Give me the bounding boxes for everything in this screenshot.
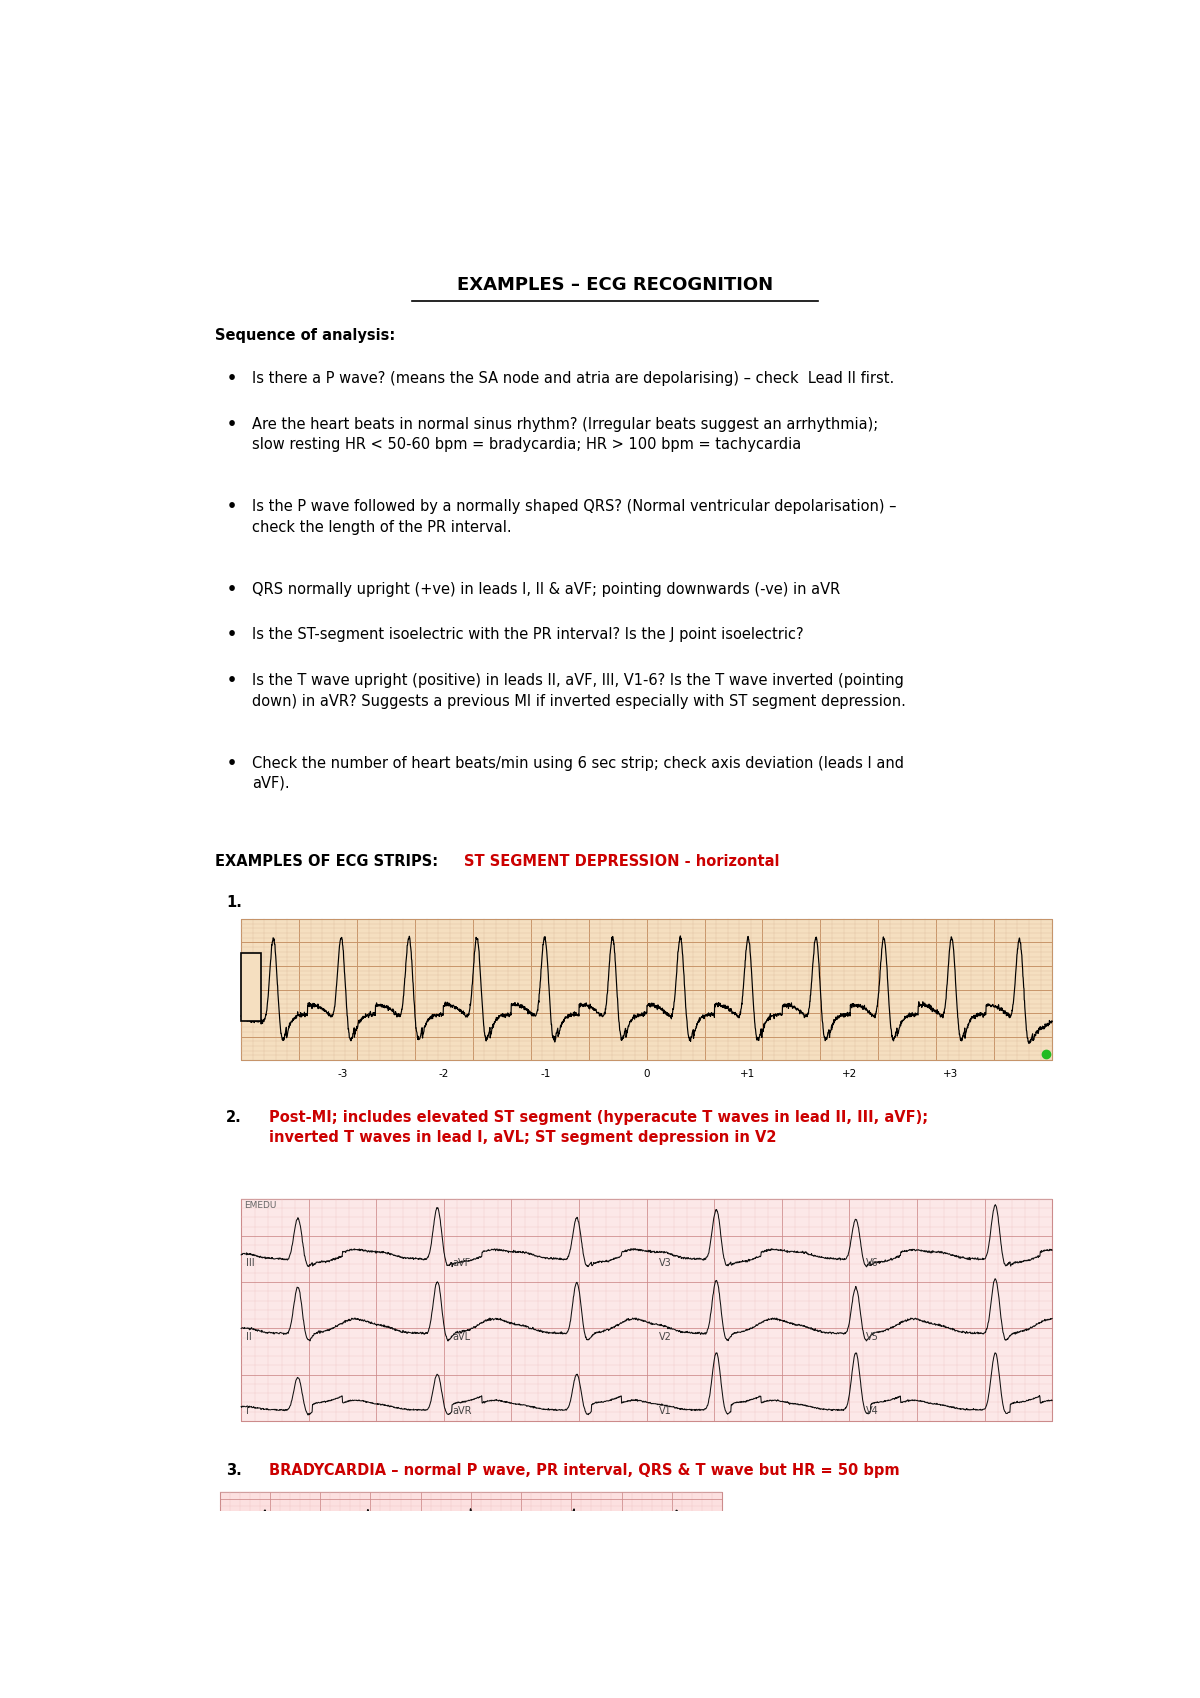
- Text: •: •: [227, 627, 236, 642]
- Text: V5: V5: [866, 1331, 880, 1341]
- Text: III: III: [246, 1258, 254, 1268]
- Text: •: •: [227, 372, 236, 385]
- Text: ST SEGMENT DEPRESSION - horizontal: ST SEGMENT DEPRESSION - horizontal: [464, 854, 780, 869]
- Text: Are the heart beats in normal sinus rhythm? (Irregular beats suggest an arrhythm: Are the heart beats in normal sinus rhyt…: [252, 418, 878, 452]
- Text: II: II: [246, 1331, 252, 1341]
- Text: V3: V3: [659, 1258, 672, 1268]
- Text: V1: V1: [659, 1406, 672, 1416]
- Text: 1.: 1.: [227, 895, 242, 910]
- Text: EXAMPLES OF ECG STRIPS:: EXAMPLES OF ECG STRIPS:: [215, 854, 443, 869]
- Text: 0: 0: [643, 1070, 650, 1080]
- Text: EXAMPLES – ECG RECOGNITION: EXAMPLES – ECG RECOGNITION: [457, 275, 773, 294]
- Text: -1: -1: [540, 1070, 551, 1080]
- Text: BRADYCARDIA – normal P wave, PR interval, QRS & T wave but HR = 50 bpm: BRADYCARDIA – normal P wave, PR interval…: [269, 1464, 900, 1477]
- Text: Is the ST-segment isoelectric with the PR interval? Is the J point isoelectric?: Is the ST-segment isoelectric with the P…: [252, 627, 804, 642]
- Bar: [220, 1491, 722, 1606]
- Text: Post-MI; includes elevated ST segment (hyperacute T waves in lead II, III, aVF);: Post-MI; includes elevated ST segment (h…: [269, 1110, 928, 1144]
- Text: -2: -2: [439, 1070, 449, 1080]
- Text: Is there a P wave? (means the SA node and atria are depolarising) – check  Lead : Is there a P wave? (means the SA node an…: [252, 372, 894, 385]
- Text: •: •: [227, 756, 236, 771]
- Text: •: •: [227, 672, 236, 688]
- Text: aVL: aVL: [452, 1331, 470, 1341]
- Text: Is the P wave followed by a normally shaped QRS? (Normal ventricular depolarisat: Is the P wave followed by a normally sha…: [252, 499, 896, 535]
- Text: aVR: aVR: [452, 1406, 472, 1416]
- Text: -3: -3: [337, 1070, 348, 1080]
- Text: I: I: [246, 1406, 248, 1416]
- Text: Is the T wave upright (positive) in leads II, aVF, III, V1-6? Is the T wave inve: Is the T wave upright (positive) in lead…: [252, 672, 906, 708]
- Text: V4: V4: [866, 1406, 878, 1416]
- Bar: [241, 919, 1052, 1060]
- Text: +1: +1: [740, 1070, 756, 1080]
- Text: +2: +2: [841, 1070, 857, 1080]
- Text: V2: V2: [659, 1331, 672, 1341]
- Text: +3: +3: [943, 1070, 959, 1080]
- Text: aVF: aVF: [452, 1258, 470, 1268]
- Text: Sequence of analysis:: Sequence of analysis:: [215, 328, 395, 343]
- Bar: [241, 1199, 1052, 1421]
- Text: •: •: [227, 499, 236, 514]
- Text: V6: V6: [866, 1258, 878, 1268]
- Text: QRS normally upright (+ve) in leads I, II & aVF; pointing downwards (-ve) in aVR: QRS normally upright (+ve) in leads I, I…: [252, 582, 840, 596]
- Text: •: •: [227, 418, 236, 431]
- Bar: [241, 953, 260, 1020]
- Text: •: •: [227, 582, 236, 596]
- Text: Check the number of heart beats/min using 6 sec strip; check axis deviation (lea: Check the number of heart beats/min usin…: [252, 756, 905, 791]
- Text: 3.: 3.: [227, 1464, 242, 1477]
- Text: 2.: 2.: [227, 1110, 242, 1124]
- Text: EMEDU: EMEDU: [244, 1202, 276, 1211]
